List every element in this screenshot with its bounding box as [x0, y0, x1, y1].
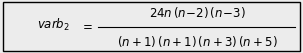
Text: $varb_{2}$: $varb_{2}$	[37, 17, 69, 33]
Text: $(n+1)\,(n+1)\,(n+3)\,(n+5)$: $(n+1)\,(n+1)\,(n+3)\,(n+5)$	[117, 34, 277, 49]
Text: $=$: $=$	[80, 19, 93, 32]
Text: $24n\,(n\!-\!2)\,(n\!-\!3)$: $24n\,(n\!-\!2)\,(n\!-\!3)$	[149, 5, 245, 20]
